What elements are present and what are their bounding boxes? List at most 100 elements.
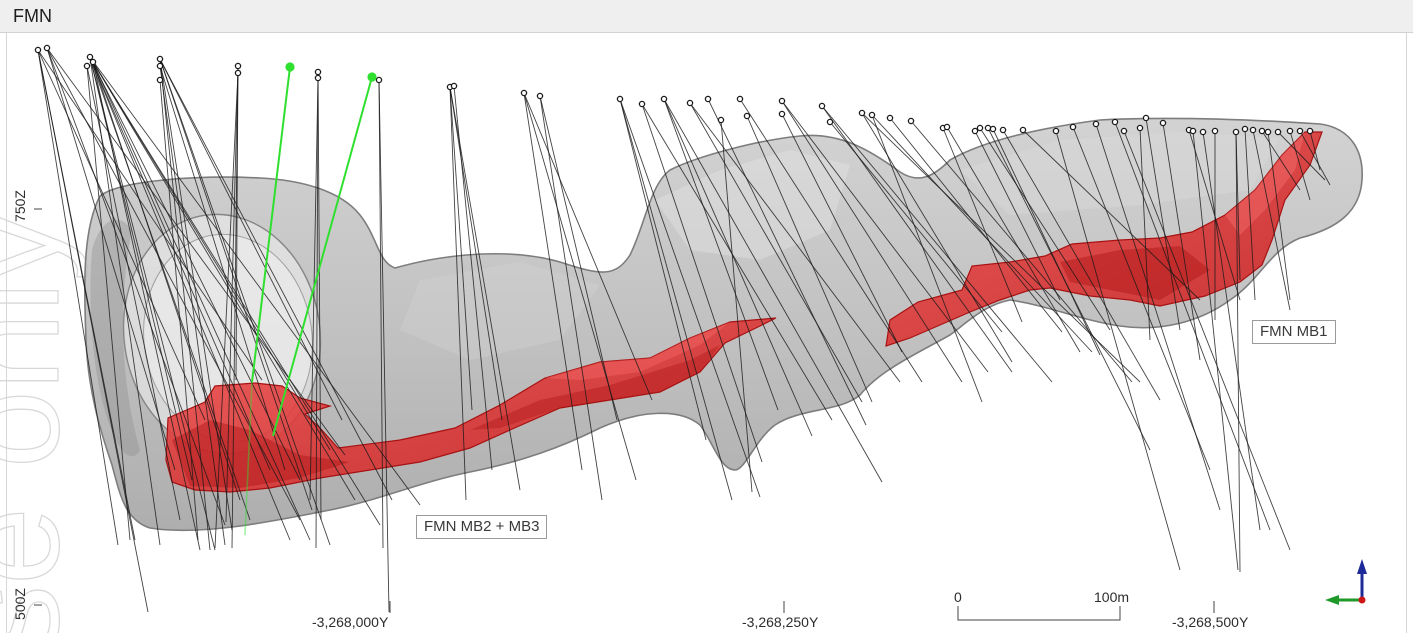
- drill-hole-trace: [781, 100, 963, 383]
- drill-hole-collar: [536, 92, 544, 100]
- drill-hole-trace: [214, 72, 239, 549]
- drill-hole-trace: [1072, 126, 1211, 471]
- highlighted-drill-hole-collar: [285, 62, 295, 72]
- y-axis-label-268000: -3,268,000Y: [312, 614, 389, 630]
- ore-body-label-mb2-mb3: FMN MB2 + MB3: [416, 515, 548, 539]
- drill-hole-trace: [159, 58, 211, 551]
- drill-hole-trace: [1244, 128, 1256, 301]
- scale-bar-end-label: 100m: [1094, 589, 1130, 605]
- drill-hole-collar: [736, 95, 744, 103]
- drill-hole-trace: [689, 102, 901, 383]
- drill-hole-collar: [743, 112, 751, 120]
- drill-hole-trace: [159, 79, 199, 541]
- z-axis-label-500: 500Z: [12, 588, 28, 620]
- drill-hole-collar: [907, 117, 915, 125]
- axis-ticks: [34, 208, 1215, 613]
- drill-hole-trace: [942, 127, 1023, 323]
- drill-hole-trace: [86, 65, 131, 541]
- drill-hole-trace: [89, 56, 301, 481]
- drill-hole-trace: [523, 92, 583, 471]
- drill-hole-trace: [46, 47, 226, 526]
- ore-body-facet: [172, 420, 350, 488]
- drill-hole-trace: [159, 58, 343, 421]
- drill-hole-collar: [1199, 128, 1207, 136]
- drill-hole-collar: [1052, 127, 1060, 135]
- drill-hole-collar: [1092, 120, 1100, 128]
- drill-hole-trace: [619, 98, 761, 498]
- ore-body-mb2-mb3-surface: [165, 317, 777, 493]
- drill-hole-collar: [1019, 126, 1027, 134]
- drill-hole-trace: [1055, 130, 1181, 571]
- drill-hole-trace: [46, 47, 346, 456]
- drill-hole-collar: [89, 58, 97, 66]
- drill-hole-trace: [89, 56, 216, 551]
- drill-hole-trace: [1162, 122, 1201, 361]
- drill-hole-trace: [159, 58, 331, 546]
- drill-hole-collar: [778, 110, 786, 118]
- 3d-scene-viewport[interactable]: se only: [0, 34, 1413, 633]
- drill-hole-trace: [707, 98, 867, 426]
- drill-hole-collar: [989, 125, 997, 133]
- drill-hole-trace: [378, 79, 384, 549]
- drill-hole-trace: [663, 98, 883, 483]
- drill-hole-collar: [826, 118, 834, 126]
- drill-hole-collar: [1296, 127, 1304, 135]
- drill-hole-collar: [314, 68, 322, 76]
- drill-hole-trace: [159, 65, 286, 471]
- drill-hole-trace: [992, 128, 1101, 356]
- drill-hole-trace: [89, 56, 271, 471]
- drill-hole-trace: [1299, 130, 1331, 186]
- drill-hole-collar: [1069, 123, 1077, 131]
- drill-hole-collar: [704, 95, 712, 103]
- drill-hole-trace: [317, 71, 322, 521]
- drill-hole-collar: [1159, 119, 1167, 127]
- y-axis-label-268250: -3,268,250Y: [742, 614, 819, 630]
- drill-hole-trace: [159, 58, 393, 501]
- drill-hole-trace: [1139, 127, 1151, 341]
- drill-hole-trace: [1114, 121, 1271, 531]
- drill-hole-collar: [1258, 127, 1266, 135]
- drill-hole-trace: [1309, 130, 1321, 171]
- axis-up-arrowhead: [1357, 559, 1367, 574]
- drill-hole-trace: [231, 65, 239, 549]
- drill-hole-trace: [539, 95, 603, 501]
- ore-body-mb1-surface: [885, 131, 1323, 347]
- drill-hole-trace: [159, 65, 226, 546]
- drill-hole-trace: [781, 113, 903, 353]
- drill-hole-trace: [86, 65, 181, 521]
- drill-hole-trace: [1235, 131, 1241, 281]
- ore-body-label-mb1: FMN MB1: [1252, 320, 1336, 344]
- drill-hole-collar: [778, 97, 786, 105]
- drill-hole-trace: [1235, 131, 1241, 573]
- drill-hole-trace: [974, 130, 1061, 301]
- drill-hole-trace: [910, 120, 1133, 383]
- envelope-highlight: [400, 262, 600, 360]
- envelope-highlight: [655, 150, 850, 260]
- drill-hole-collar: [520, 89, 528, 97]
- drill-hole-trace: [92, 61, 241, 501]
- drill-hole-trace: [663, 98, 813, 437]
- drill-hole-trace: [92, 61, 201, 551]
- drill-hole-collar: [1306, 127, 1314, 135]
- scale-bar-start-label: 0: [954, 589, 962, 605]
- drill-hole-collar: [1232, 128, 1240, 136]
- axis-origin-dot: [1358, 596, 1366, 604]
- drill-hole-trace: [746, 115, 873, 403]
- drill-hole-trace: [225, 65, 239, 523]
- drill-hole-trace: [1289, 130, 1311, 201]
- drill-hole-trace: [1123, 130, 1291, 551]
- panel-header: FMN: [0, 0, 1413, 33]
- drill-hole-collar: [818, 102, 826, 110]
- envelope-shadow: [90, 219, 140, 457]
- drill-hole-collar: [43, 44, 51, 52]
- drill-hole-collars: [34, 44, 1314, 136]
- drill-hole-collar: [1264, 128, 1272, 136]
- drill-hole-collar: [86, 53, 94, 61]
- drill-hole-trace: [979, 127, 1111, 331]
- drill-hole-trace: [89, 56, 421, 506]
- y-axis-label-268500: -3,268,500Y: [1172, 614, 1249, 630]
- highlighted-drill-hole-trace-hidden: [244, 381, 253, 536]
- drill-hole-trace: [46, 47, 176, 471]
- drill-hole-trace: [523, 92, 637, 481]
- drill-hole-collar: [1286, 127, 1294, 135]
